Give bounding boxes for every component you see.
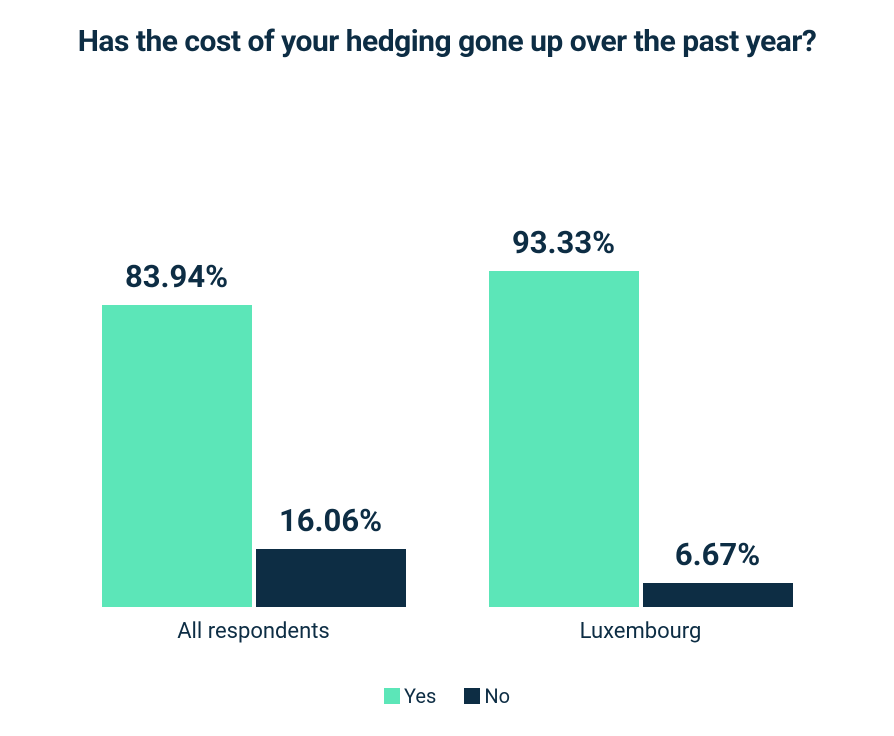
- bar-group: 93.33% 6.67% Luxembourg: [489, 224, 793, 644]
- legend-item: No: [464, 684, 510, 708]
- legend-label: No: [484, 684, 510, 708]
- category-label: Luxembourg: [580, 619, 702, 644]
- bar-pair: 83.94% 16.06%: [102, 258, 406, 607]
- legend-label: Yes: [404, 684, 436, 708]
- legend-item: Yes: [384, 684, 436, 708]
- bar-chart: Has the cost of your hedging gone up ove…: [0, 0, 894, 736]
- bar: [256, 549, 406, 607]
- bar-value-label: 93.33%: [512, 224, 615, 261]
- bar-slot: 16.06%: [256, 502, 406, 607]
- bar-value-label: 6.67%: [675, 536, 760, 573]
- legend-swatch: [384, 688, 400, 704]
- bar-pair: 93.33% 6.67%: [489, 224, 793, 607]
- chart-title: Has the cost of your hedging gone up ove…: [40, 24, 854, 60]
- bar-group: 83.94% 16.06% All respondents: [102, 258, 406, 644]
- bar-slot: 93.33%: [489, 224, 639, 607]
- bar-slot: 83.94%: [102, 258, 252, 607]
- bar: [102, 305, 252, 607]
- bar-value-label: 16.06%: [279, 502, 382, 539]
- bar: [643, 583, 793, 607]
- legend: Yes No: [40, 684, 854, 708]
- category-label: All respondents: [177, 619, 330, 644]
- bar-slot: 6.67%: [643, 536, 793, 607]
- plot-area: 83.94% 16.06% All respondents 93.33% 6.67% Lu…: [40, 130, 854, 644]
- bar-value-label: 83.94%: [125, 258, 228, 295]
- legend-swatch: [464, 688, 480, 704]
- bar: [489, 271, 639, 607]
